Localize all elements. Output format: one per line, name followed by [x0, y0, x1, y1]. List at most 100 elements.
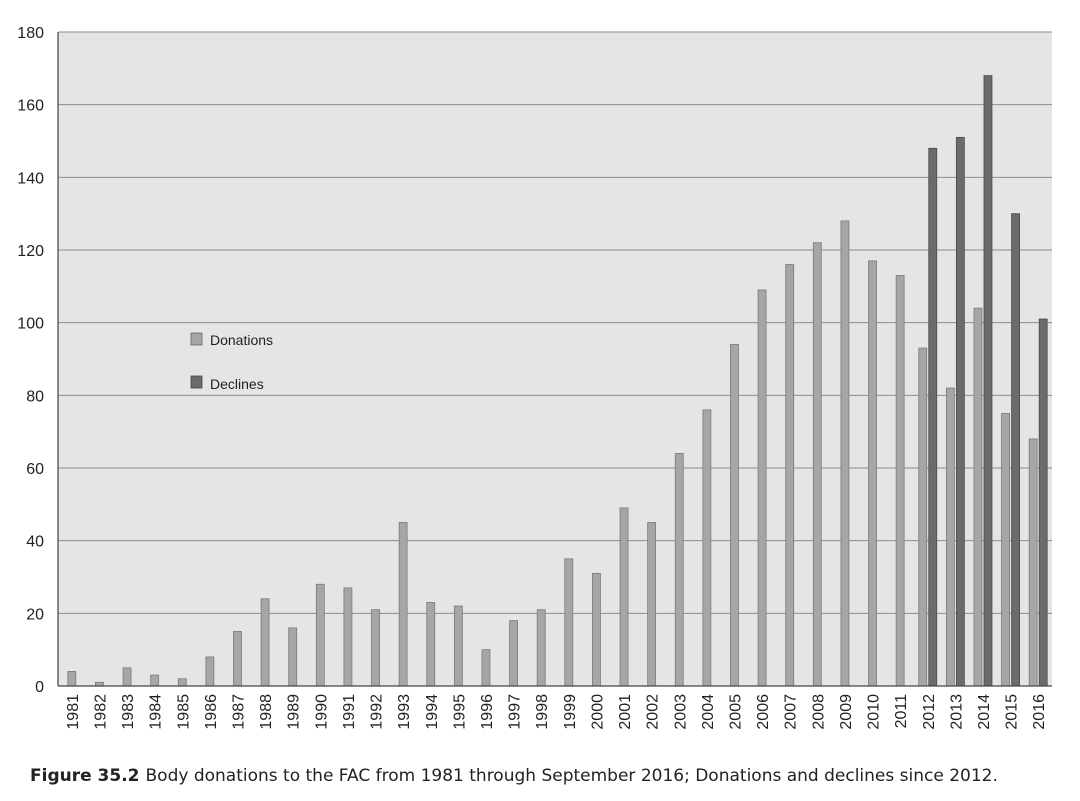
bar-donations-1993: [398, 522, 408, 687]
y-tick-label-180: 180: [17, 25, 44, 42]
bar-donations-2000: [592, 572, 601, 687]
x-tick-label-1986: 1986: [203, 694, 220, 730]
bar-donations-1986: [205, 656, 215, 687]
x-tick-label-2004: 2004: [700, 694, 717, 730]
bar-declines-2013: [955, 136, 965, 687]
bar-donations-1984: [150, 674, 160, 687]
bar-donations-2010: [868, 260, 877, 687]
x-tick-label-2002: 2002: [645, 694, 662, 730]
bar-donations-2016: [1028, 438, 1038, 687]
x-tick-label-2003: 2003: [672, 694, 689, 730]
y-tick-label-60: 60: [26, 461, 44, 478]
x-tick-label-2008: 2008: [810, 694, 827, 730]
y-tick-label-20: 20: [26, 606, 44, 623]
bar-donations-2004: [702, 409, 712, 687]
bar-declines-2015: [1011, 213, 1020, 687]
x-tick-label-1992: 1992: [369, 694, 386, 730]
x-tick-label-1991: 1991: [341, 694, 358, 730]
bar-donations-1991: [343, 587, 353, 687]
bar-donations-2005: [730, 344, 739, 687]
x-tick-label-1984: 1984: [148, 694, 165, 730]
figure-caption-text: Body donations to the FAC from 1981 thro…: [145, 766, 998, 786]
bar-declines-2014: [983, 75, 993, 687]
bar-donations-1994: [426, 602, 436, 687]
x-tick-label-1997: 1997: [507, 694, 524, 730]
bar-donations-2007: [785, 264, 795, 687]
x-tick-label-2000: 2000: [589, 694, 606, 730]
bar-declines-2016: [1038, 318, 1048, 687]
bar-donations-1988: [260, 598, 270, 687]
legend-label-donations: Donations: [210, 332, 273, 348]
bar-donations-2008: [812, 242, 822, 687]
bar-donations-2002: [647, 522, 657, 687]
x-tick-label-2012: 2012: [921, 694, 938, 730]
bar-donations-1997: [509, 620, 518, 687]
x-tick-label-1995: 1995: [451, 694, 468, 730]
x-tick-label-1989: 1989: [286, 694, 303, 730]
x-tick-label-1982: 1982: [92, 694, 109, 730]
bar-donations-1995: [453, 605, 463, 687]
legend-label-declines: Declines: [210, 376, 264, 392]
x-tick-label-2001: 2001: [617, 694, 634, 730]
x-tick-label-2013: 2013: [948, 694, 965, 730]
bar-donations-1999: [564, 558, 574, 687]
bar-donations-2011: [895, 275, 905, 687]
bar-donations-2009: [840, 220, 850, 687]
bar-donations-1987: [233, 631, 242, 687]
x-tick-label-2015: 2015: [1004, 694, 1021, 730]
bar-donations-2013: [945, 387, 955, 687]
gridlines: [58, 31, 1052, 614]
bar-donations-1989: [288, 627, 298, 687]
x-tick-label-1985: 1985: [175, 694, 192, 730]
bar-donations-2012: [918, 347, 928, 687]
x-tick-label-1983: 1983: [120, 694, 137, 730]
bar-donations-2001: [619, 507, 629, 687]
x-tick-label-1994: 1994: [424, 694, 441, 730]
y-tick-label-40: 40: [26, 534, 44, 551]
bars: [67, 75, 1048, 687]
x-tick-label-2014: 2014: [976, 694, 993, 730]
x-tick-label-1999: 1999: [562, 694, 579, 730]
bar-donations-1981: [67, 671, 77, 687]
x-tick-label-2009: 2009: [838, 694, 855, 730]
x-tick-labels: 1981 1982 1983 1984 1985 1986 1987 1988 1989 1990…: [65, 694, 1048, 730]
bar-donations-1985: [177, 678, 187, 687]
y-tick-label-160: 160: [17, 98, 44, 115]
x-tick-label-2007: 2007: [783, 694, 800, 730]
plot-area: [58, 32, 1052, 686]
y-tick-label-80: 80: [26, 388, 44, 405]
x-tick-label-1990: 1990: [313, 694, 330, 730]
legend-swatch-donations: [190, 332, 203, 346]
y-tick-labels: 0 20 40 60 80 100 120 140 160 180: [17, 25, 44, 696]
x-tick-label-1988: 1988: [258, 694, 275, 730]
legend: Donations Declines: [190, 332, 273, 392]
x-tick-label-2016: 2016: [1031, 694, 1048, 730]
y-tick-label-120: 120: [17, 243, 44, 260]
bar-donations-2006: [757, 289, 767, 687]
x-tick-label-1998: 1998: [534, 694, 551, 730]
x-tick-label-2006: 2006: [755, 694, 772, 730]
bar-donations-1996: [481, 649, 491, 687]
bar-donations-2014: [973, 307, 983, 687]
x-tick-label-1993: 1993: [396, 694, 413, 730]
bar-donations-1998: [536, 609, 546, 687]
legend-swatch-declines: [190, 375, 203, 389]
x-tick-label-2010: 2010: [866, 694, 883, 730]
y-tick-label-140: 140: [17, 170, 44, 187]
x-tick-label-2011: 2011: [893, 694, 910, 729]
bar-donations-1990: [315, 583, 325, 687]
figure-label: Figure 35.2: [30, 766, 140, 786]
y-tick-label-100: 100: [17, 316, 44, 333]
bar-declines-2012: [928, 147, 938, 687]
bar-donations-2015: [1001, 413, 1010, 687]
y-tick-label-0: 0: [35, 679, 44, 696]
x-tick-label-1996: 1996: [479, 694, 496, 730]
x-tick-label-1981: 1981: [65, 694, 82, 730]
x-tick-label-2005: 2005: [727, 694, 744, 730]
bar-donations-1983: [122, 667, 132, 687]
figure-caption: Figure 35.2 Body donations to the FAC fro…: [30, 766, 1070, 786]
bar-donations-2003: [674, 453, 684, 687]
bar-donations-1992: [371, 609, 380, 687]
x-tick-label-1987: 1987: [230, 694, 247, 730]
